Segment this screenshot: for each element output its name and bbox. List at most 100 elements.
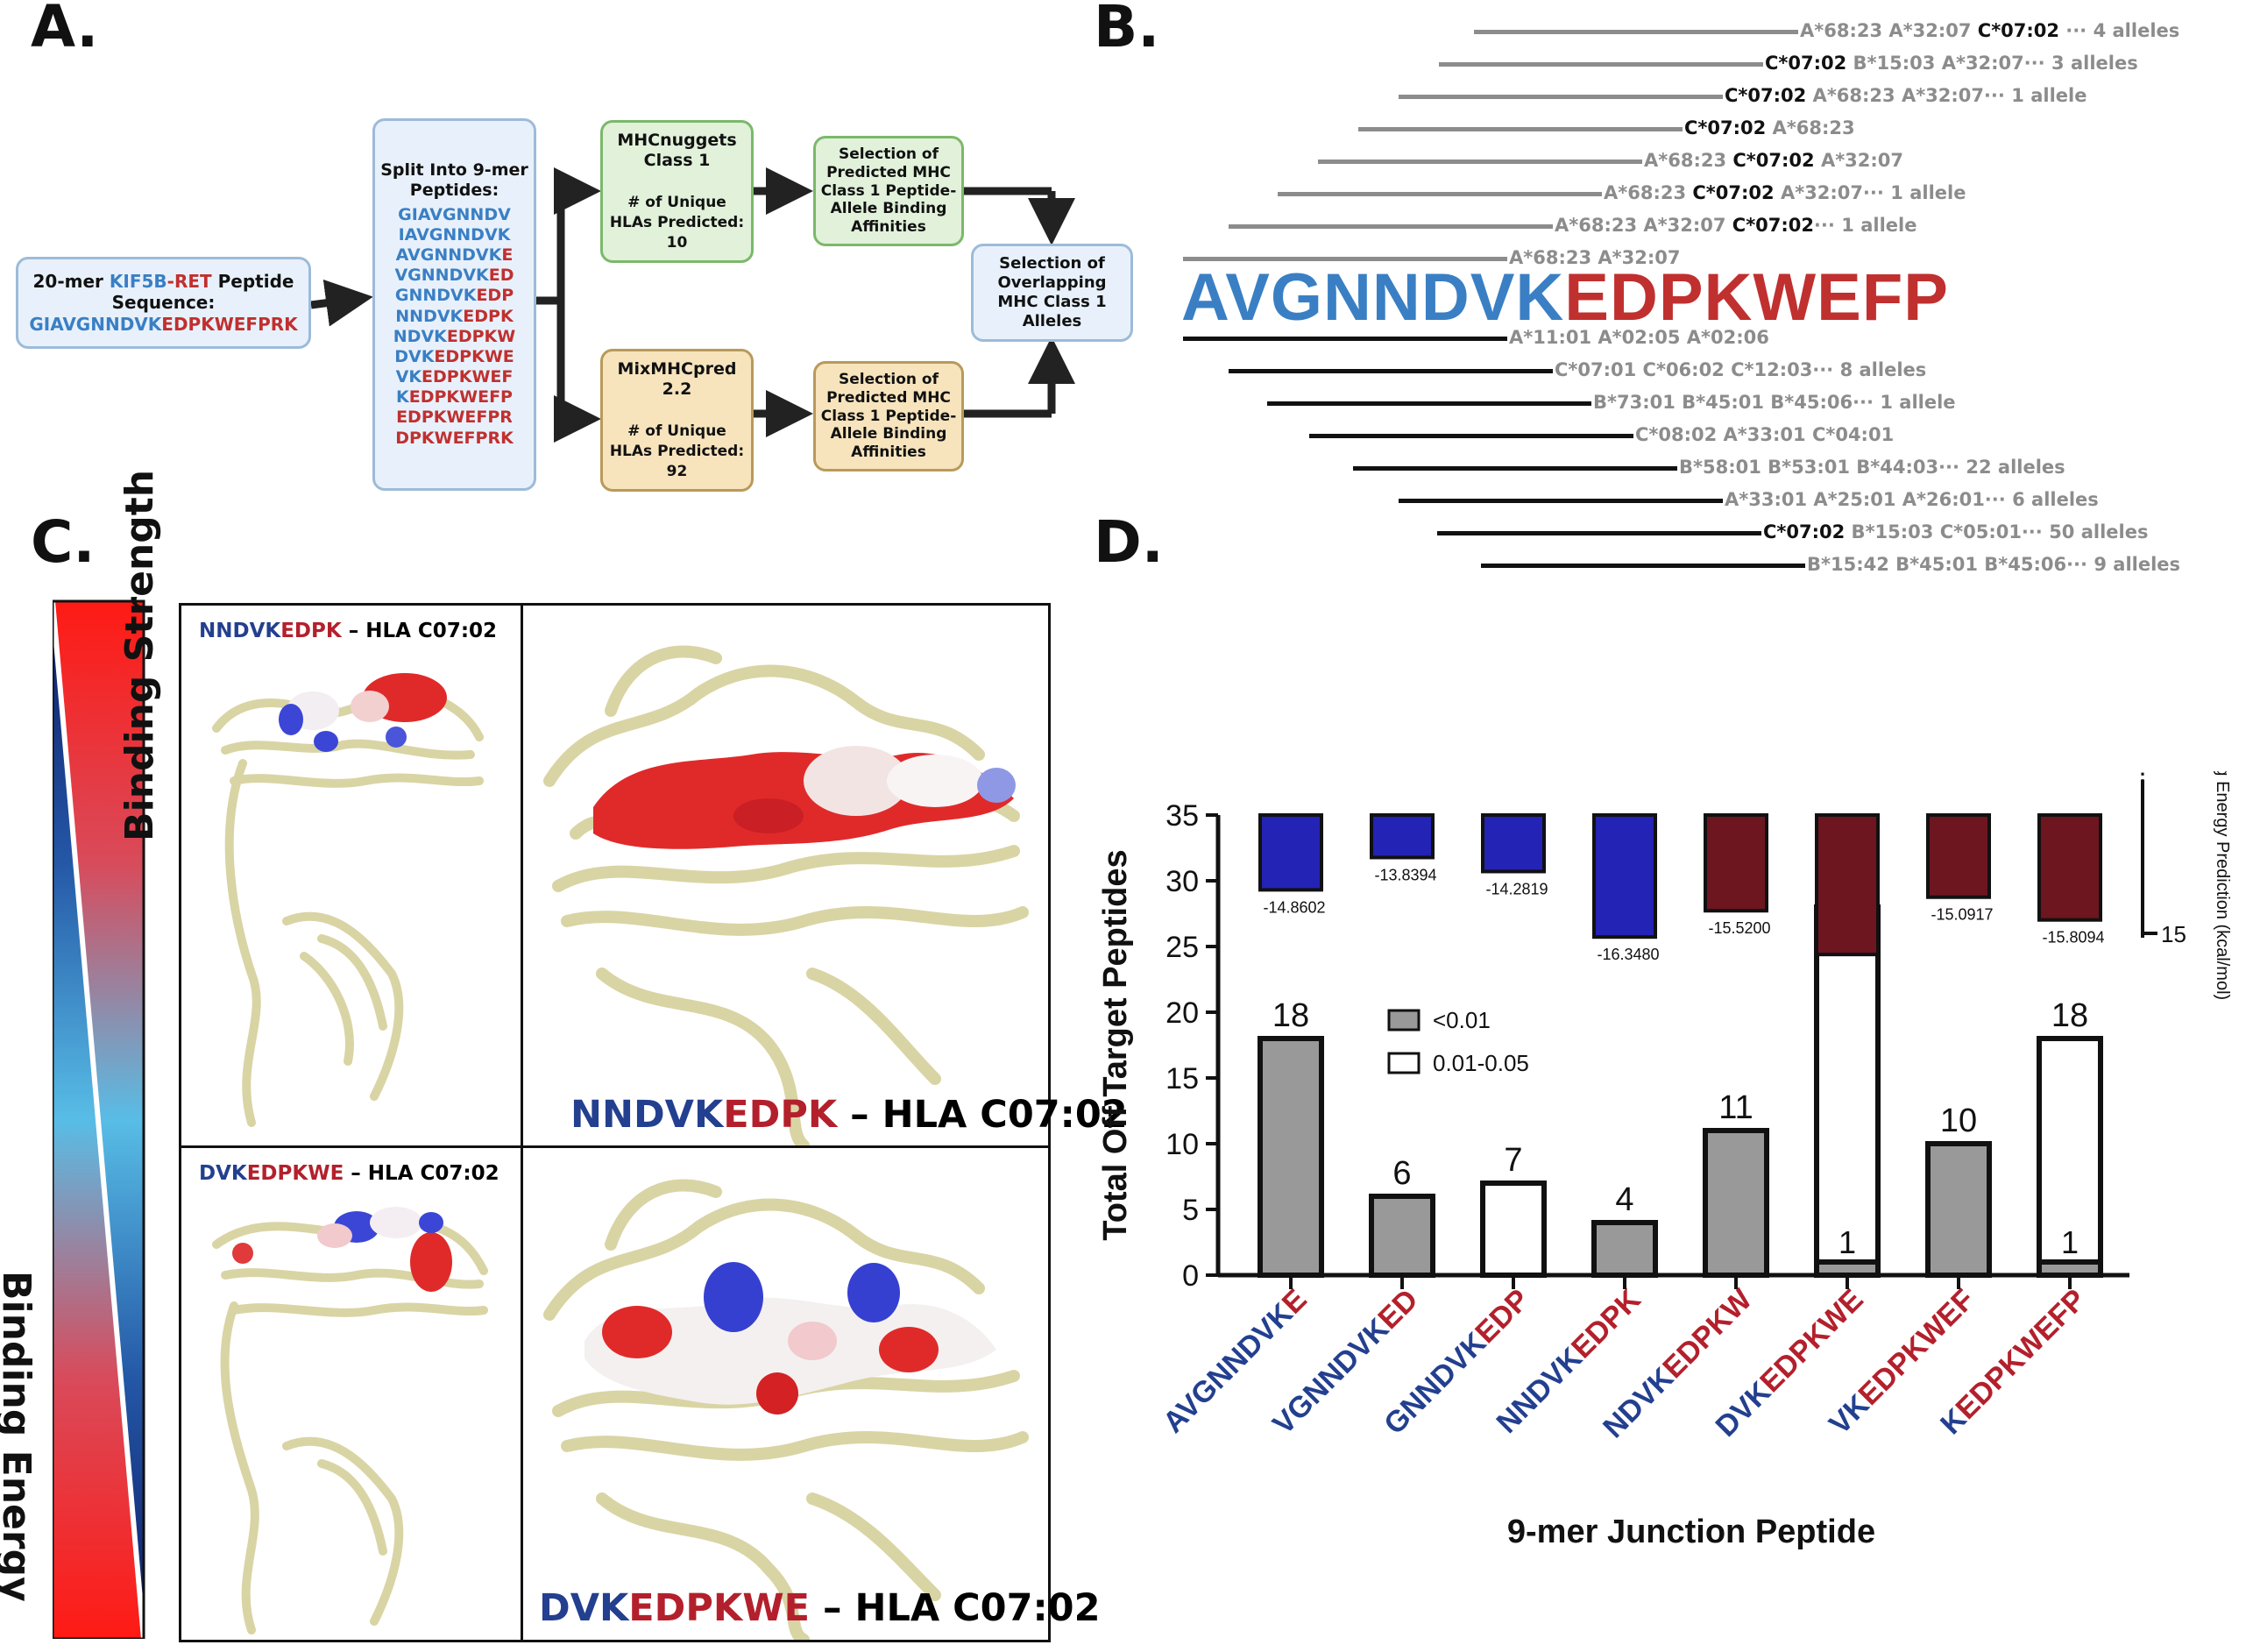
- split-peptide: AVGNNDVKE: [395, 245, 514, 265]
- top-small-title: NNDVKEDPK – HLA C07:02: [199, 620, 498, 642]
- bar-total-label: 18: [1272, 997, 1309, 1034]
- alignment-line: [1183, 337, 1507, 341]
- binding-strength-label: Binding Strength: [117, 469, 162, 841]
- bar-inner-label: 1: [2061, 1224, 2079, 1260]
- selection-box-1: Selection of Predicted MHC Class 1 Pepti…: [813, 136, 964, 246]
- bar-0-01-0-05: [1480, 1181, 1547, 1278]
- y-tick-label: 35: [1165, 799, 1199, 833]
- allele-label: A*68:23 A*32:07 C*07:02∙∙∙ 1 allele: [1555, 215, 1917, 236]
- y-tick-label: 30: [1165, 865, 1199, 898]
- split-peptide: GNNDVKEDP: [394, 286, 514, 306]
- protein-structure-top-large: [543, 645, 1029, 1145]
- alignment-line: [1229, 369, 1553, 373]
- alignment-line: [1474, 30, 1798, 34]
- y-tick-label: 25: [1165, 931, 1199, 964]
- allele-label: B*15:42 B*45:01 B*45:06∙∙∙ 9 alleles: [1807, 554, 2181, 575]
- structure-panel-top-small: NNDVKEDPK – HLA C07:02: [179, 603, 523, 1148]
- energy-axis-tick-label: 15: [2161, 921, 2186, 947]
- energy-value-label: -13.8394: [1374, 866, 1436, 883]
- structure-panel-bottom-large: DVKEDPKWE – HLA C07:02: [521, 1145, 1101, 1642]
- allele-label: A*33:01 A*25:01 A*26:01∙∙∙ 6 alleles: [1725, 489, 2099, 510]
- alignment-line: [1437, 531, 1761, 535]
- split-peptide: GIAVGNNDV: [398, 204, 511, 224]
- bar-lt-0-01: [1925, 1141, 1992, 1278]
- split-peptide: VGNNDVKED: [394, 266, 514, 286]
- bar-total-label: 7: [1504, 1142, 1522, 1179]
- alignment-line: [1318, 160, 1642, 164]
- energy-bar: [1704, 813, 1768, 913]
- y-tick-label: 15: [1165, 1062, 1199, 1095]
- bar-total-label: 6: [1392, 1155, 1411, 1192]
- mhcnuggets-box: MHCnuggets Class 1 # of Unique HLAs Predi…: [600, 120, 754, 263]
- energy-axis-ellipsis: ⋮: [2133, 771, 2152, 784]
- alignment-line: [1358, 127, 1683, 131]
- structure-panel-bottom-small: DVKEDPKWE – HLA C07:02: [179, 1145, 523, 1642]
- split-peptide: NDVKEDPKW: [393, 326, 516, 346]
- binding-gradient-triangle: [53, 599, 146, 1639]
- bar-total-label: 10: [1940, 1103, 1977, 1139]
- bottom-small-title: DVKEDPKWE – HLA C07:02: [199, 1162, 499, 1185]
- y-tick-label: 10: [1165, 1128, 1199, 1161]
- bar-lt-0-01: [1258, 1036, 1324, 1278]
- energy-bar: [1815, 813, 1880, 957]
- bar-lt-0-01: [1703, 1128, 1769, 1278]
- legend-label: <0.01: [1433, 1007, 1491, 1033]
- allele-label: C*08:02 A*33:01 C*04:01: [1635, 424, 1895, 445]
- y-tick-label: 5: [1182, 1194, 1199, 1227]
- bottom-large-title: DVKEDPKWE – HLA C07:02: [539, 1586, 1101, 1630]
- split-peptide: VKEDPKWEF: [395, 367, 514, 387]
- selection-box-2: Selection of Predicted MHC Class 1 Pepti…: [813, 361, 964, 471]
- allele-label: C*07:02 B*15:03 C*05:01∙∙∙ 50 alleles: [1763, 521, 2149, 542]
- panel-label-a: A.: [31, 0, 99, 60]
- input-peptide-box: 20-mer KIF5B-RET Peptide Sequence: GIAVG…: [16, 257, 311, 349]
- y-tick-label: 20: [1165, 996, 1199, 1030]
- split-peptide: NNDVKEDPK: [395, 306, 514, 326]
- energy-bar: [1592, 813, 1657, 939]
- y-tick-label: 0: [1182, 1259, 1199, 1293]
- energy-axis-title: Binding Energy Prediction (kcal/mol): [2213, 771, 2232, 1000]
- split-peptides-box: Split Into 9-mer Peptides: GIAVGNNDV IAVG…: [372, 118, 536, 491]
- bar-0-01-0-05: [1814, 904, 1881, 1265]
- alignment-line: [1399, 95, 1723, 99]
- bar-total-label: 4: [1615, 1181, 1633, 1218]
- energy-value-label: -16.3480: [1597, 946, 1659, 963]
- x-axis-title: 9-mer Junction Peptide: [1507, 1514, 1875, 1550]
- alignment-line: [1353, 466, 1677, 471]
- alignment-line: [1183, 257, 1507, 261]
- alignment-line: [1481, 564, 1805, 568]
- bar-total-label: 11: [1718, 1089, 1753, 1126]
- top-large-title: NNDVKEDPK – HLA C07:02: [570, 1093, 1128, 1137]
- protein-structure-top-small: [212, 673, 484, 1127]
- flowchart-arrows: [310, 167, 1075, 443]
- alignment-line: [1309, 434, 1633, 438]
- allele-label: C*07:02 A*68:23: [1684, 117, 1855, 138]
- protein-structure-bottom-small: [212, 1207, 488, 1634]
- allele-label: B*73:01 B*45:01 B*45:06∙∙∙ 1 allele: [1593, 392, 1956, 413]
- split-peptide: KEDPKWEFP: [396, 387, 513, 408]
- split-peptide: DPKWEFPRK: [395, 428, 514, 448]
- allele-label: A*68:23 A*32:07 C*07:02 ∙∙∙ 4 alleles: [1800, 20, 2180, 41]
- allele-label: C*07:02 B*15:03 A*32:07∙∙∙ 3 alleles: [1765, 53, 2138, 74]
- energy-value-label: -14.2819: [1485, 880, 1548, 897]
- junction-sequence: AVGNNDVKEDPKWEFP: [1181, 260, 1949, 335]
- allele-label: A*68:23 C*07:02 A*32:07: [1644, 150, 1904, 171]
- alignment-line: [1229, 224, 1553, 229]
- mixmhcpred-box: MixMHCpred 2.2 # of Unique HLAs Predicted…: [600, 349, 754, 492]
- alignment-line: [1439, 62, 1763, 67]
- allele-label: A*68:23 C*07:02 A*32:07∙∙∙ 1 allele: [1604, 182, 1966, 203]
- alignment-line: [1399, 499, 1723, 503]
- overlap-box: Selection of Overlapping MHC Class 1 All…: [971, 244, 1133, 342]
- y-axis-title: Total Off Target Peptides: [1097, 849, 1134, 1240]
- legend-swatch-0-01-0-05: [1387, 1052, 1421, 1074]
- energy-bar: [1926, 813, 1991, 899]
- alignment-line: [1278, 192, 1602, 196]
- allele-label: C*07:02 A*68:23 A*32:07∙∙∙ 1 allele: [1725, 85, 2087, 106]
- allele-label: A*11:01 A*02:05 A*02:06: [1509, 327, 1769, 348]
- bar-total-label: 18: [2051, 997, 2088, 1034]
- split-peptide: DVKEDPKWE: [394, 346, 514, 366]
- allele-label: A*68:23 A*32:07: [1509, 247, 1681, 268]
- energy-bar: [1258, 813, 1323, 892]
- panel-label-d: D.: [1094, 508, 1164, 576]
- bar-0-01-0-05: [2037, 1036, 2103, 1265]
- off-target-bar-chart: 0 5 10 15 20 25 30 35 Total Off Target Peptides 1…: [1097, 771, 2232, 1550]
